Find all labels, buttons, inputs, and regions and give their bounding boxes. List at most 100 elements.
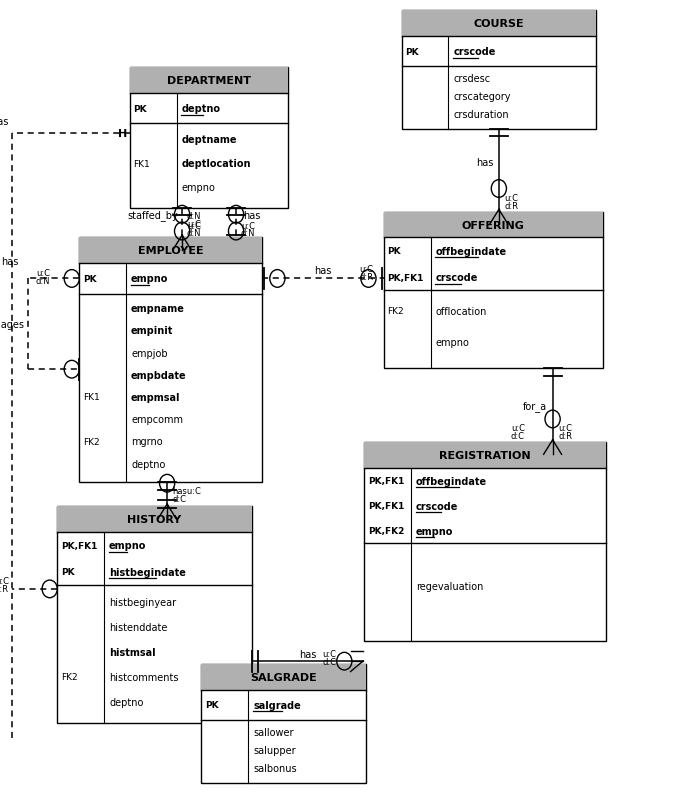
- Text: PK: PK: [133, 104, 147, 114]
- Bar: [130, 68, 288, 209]
- Text: d:N: d:N: [36, 276, 50, 286]
- Text: FK2: FK2: [61, 673, 77, 682]
- Text: crsdesc: crsdesc: [453, 74, 491, 84]
- Text: empno: empno: [435, 338, 469, 347]
- Text: PK,FK1: PK,FK1: [61, 541, 97, 550]
- Text: DEPARTMENT: DEPARTMENT: [167, 76, 251, 86]
- Text: d:C: d:C: [323, 658, 337, 666]
- Text: has: has: [476, 158, 493, 168]
- Text: histmsal: histmsal: [109, 647, 156, 657]
- Text: crscode: crscode: [416, 501, 458, 511]
- Text: d:N: d:N: [187, 229, 201, 238]
- Bar: [364, 443, 606, 642]
- Text: hasu:C: hasu:C: [172, 486, 201, 496]
- Text: u:C: u:C: [37, 268, 50, 277]
- Text: deptno: deptno: [109, 697, 144, 707]
- Text: regevaluation: regevaluation: [416, 581, 484, 591]
- Text: crscategory: crscategory: [453, 92, 511, 102]
- Text: u:C: u:C: [187, 219, 201, 229]
- Text: u:C: u:C: [241, 221, 255, 231]
- Text: offbegindate: offbegindate: [435, 246, 506, 257]
- Text: PK,FK1: PK,FK1: [368, 501, 404, 511]
- Text: has: has: [299, 649, 317, 659]
- Text: PK: PK: [83, 274, 97, 284]
- Text: FK2: FK2: [387, 307, 404, 316]
- Text: offbegindate: offbegindate: [416, 476, 487, 486]
- Text: empno: empno: [109, 541, 146, 551]
- Text: empmsal: empmsal: [131, 392, 181, 403]
- Text: PK: PK: [61, 568, 75, 577]
- Text: staffed_by: staffed_by: [128, 210, 179, 221]
- Text: d:R: d:R: [359, 272, 373, 282]
- Text: EMPLOYEE: EMPLOYEE: [138, 246, 204, 256]
- Text: u:C: u:C: [323, 650, 337, 658]
- Text: empjob: empjob: [131, 348, 168, 358]
- Bar: [79, 238, 262, 483]
- Text: u:C: u:C: [187, 221, 201, 231]
- Text: d:R: d:R: [504, 201, 518, 211]
- Text: empno: empno: [131, 274, 168, 284]
- Text: has: has: [314, 266, 332, 276]
- Bar: [57, 507, 252, 533]
- Text: salupper: salupper: [253, 745, 296, 755]
- Text: d:N: d:N: [241, 229, 255, 238]
- Text: histcomments: histcomments: [109, 672, 179, 682]
- Text: OFFERING: OFFERING: [462, 221, 525, 230]
- Text: sallower: sallower: [253, 727, 294, 737]
- Text: salbonus: salbonus: [253, 763, 297, 772]
- Text: empno: empno: [181, 183, 215, 193]
- Bar: [79, 238, 262, 264]
- Text: empinit: empinit: [131, 326, 173, 336]
- Text: deptno: deptno: [131, 459, 166, 469]
- Text: u:C: u:C: [504, 193, 518, 203]
- Text: crscode: crscode: [435, 273, 477, 283]
- Text: PK,FK1: PK,FK1: [368, 476, 404, 485]
- Bar: [384, 213, 603, 238]
- Text: crscode: crscode: [453, 47, 495, 57]
- Text: PK: PK: [387, 247, 401, 256]
- Text: REGISTRATION: REGISTRATION: [440, 451, 531, 460]
- Text: histenddate: histenddate: [109, 622, 168, 632]
- Text: salgrade: salgrade: [253, 700, 301, 710]
- Text: empno: empno: [416, 526, 453, 537]
- Text: has: has: [243, 210, 260, 221]
- Text: histbeginyear: histbeginyear: [109, 597, 176, 607]
- Text: empcomm: empcomm: [131, 415, 183, 424]
- Text: has: has: [0, 117, 9, 127]
- Bar: [130, 68, 288, 94]
- Bar: [402, 11, 596, 37]
- Text: empbdate: empbdate: [131, 371, 187, 380]
- Text: d:R: d:R: [558, 431, 572, 441]
- Text: mgrno: mgrno: [131, 437, 163, 447]
- Text: histbegindate: histbegindate: [109, 567, 186, 577]
- Text: d:R: d:R: [0, 585, 9, 593]
- Text: has: has: [1, 257, 19, 266]
- Text: d:C: d:C: [172, 494, 186, 504]
- Text: u:C: u:C: [511, 423, 525, 433]
- Text: offlocation: offlocation: [435, 306, 486, 316]
- Text: u:C: u:C: [359, 265, 373, 274]
- Text: FK1: FK1: [83, 393, 99, 402]
- Text: deptno: deptno: [181, 104, 221, 114]
- Text: empname: empname: [131, 304, 185, 314]
- Bar: [364, 443, 606, 468]
- Text: H: H: [118, 129, 127, 139]
- Text: d:C: d:C: [511, 431, 525, 441]
- Text: HISTORY: HISTORY: [128, 515, 181, 525]
- Text: PK,FK2: PK,FK2: [368, 527, 404, 536]
- Text: FK2: FK2: [83, 437, 99, 446]
- Text: SALGRADE: SALGRADE: [250, 672, 317, 682]
- Text: u:C: u:C: [558, 423, 572, 433]
- Text: PK,FK1: PK,FK1: [387, 273, 424, 282]
- Text: manages: manages: [0, 319, 24, 330]
- Text: u:C: u:C: [0, 577, 9, 585]
- Bar: [201, 664, 366, 783]
- Bar: [201, 664, 366, 690]
- Text: PK: PK: [405, 47, 419, 57]
- Bar: [57, 507, 252, 723]
- Text: COURSE: COURSE: [473, 19, 524, 29]
- Bar: [402, 11, 596, 130]
- Text: d:N: d:N: [187, 211, 201, 221]
- Text: FK1: FK1: [133, 160, 150, 168]
- Bar: [384, 213, 603, 369]
